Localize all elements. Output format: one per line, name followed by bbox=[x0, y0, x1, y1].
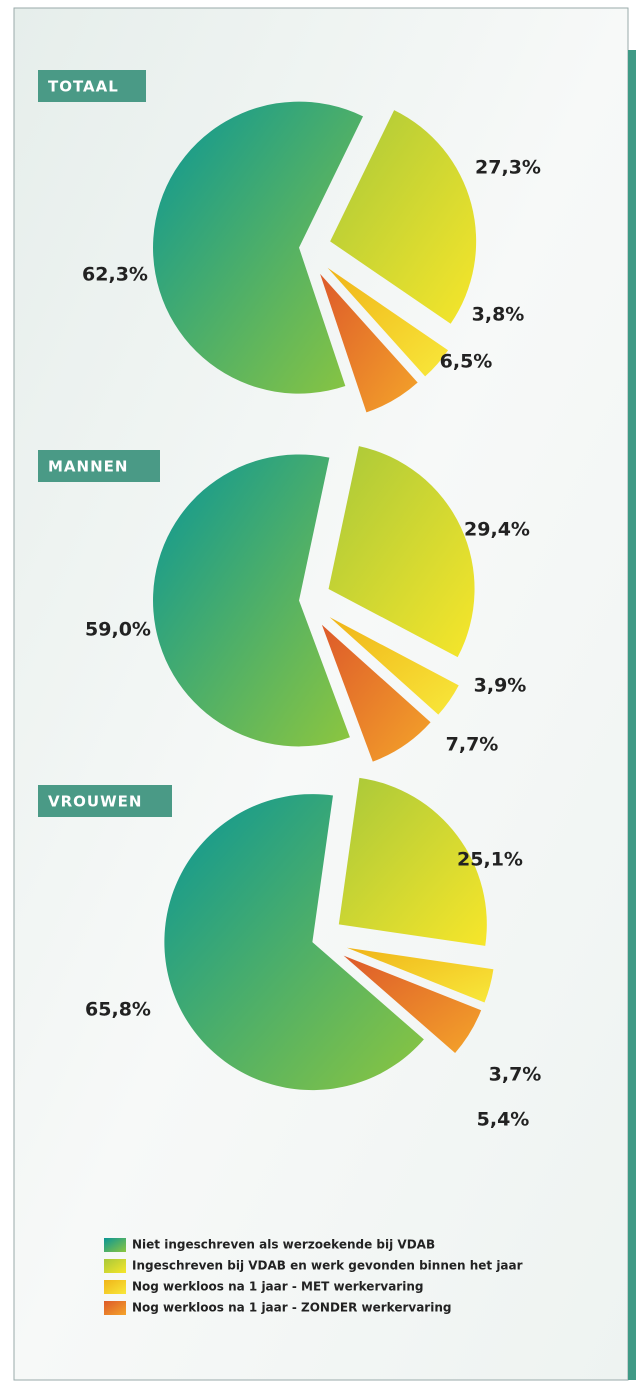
data-label: 5,4% bbox=[477, 1109, 530, 1131]
chart-title: MANNEN bbox=[48, 458, 128, 476]
pie-slice bbox=[153, 101, 364, 394]
legend-swatch bbox=[104, 1301, 126, 1315]
data-label: 62,3% bbox=[82, 264, 148, 286]
legend-label: Ingeschreven bij VDAB en werk gevonden b… bbox=[132, 1259, 523, 1273]
data-label: 59,0% bbox=[85, 619, 151, 641]
legend-label: Niet ingeschreven als werzoekende bij VD… bbox=[132, 1238, 435, 1252]
data-label: 25,1% bbox=[457, 849, 523, 871]
pie-slice bbox=[343, 955, 482, 1053]
legend-label: Nog werkloos na 1 jaar - MET werkervarin… bbox=[132, 1280, 423, 1294]
data-label: 29,4% bbox=[464, 519, 530, 541]
legend-swatch bbox=[104, 1238, 126, 1252]
pie-slice bbox=[330, 110, 477, 324]
data-label: 7,7% bbox=[446, 734, 499, 756]
title-box bbox=[38, 785, 172, 817]
data-label: 3,8% bbox=[472, 304, 525, 326]
data-label: 6,5% bbox=[440, 351, 493, 373]
pie-slice bbox=[327, 267, 449, 377]
pie-slice bbox=[321, 624, 431, 762]
pie-slice bbox=[338, 777, 487, 946]
pie-slice bbox=[320, 273, 418, 413]
legend-swatch bbox=[104, 1259, 126, 1273]
pie-slice bbox=[328, 446, 475, 658]
legend-label: Nog werkloos na 1 jaar - ZONDER werkerva… bbox=[132, 1301, 451, 1315]
legend-swatch bbox=[104, 1280, 126, 1294]
data-label: 65,8% bbox=[85, 999, 151, 1021]
pie-slice bbox=[153, 454, 350, 747]
pie-slice bbox=[164, 794, 424, 1091]
data-label: 27,3% bbox=[475, 157, 541, 179]
chart-title: VROUWEN bbox=[48, 793, 142, 811]
title-box bbox=[38, 450, 160, 482]
chart-title: TOTAAL bbox=[48, 78, 119, 96]
pie-slice bbox=[346, 947, 494, 1003]
side-stripe bbox=[628, 50, 636, 1380]
pie-slice bbox=[329, 617, 459, 715]
data-label: 3,9% bbox=[474, 675, 527, 697]
title-box bbox=[38, 70, 146, 102]
data-label: 3,7% bbox=[489, 1064, 542, 1086]
